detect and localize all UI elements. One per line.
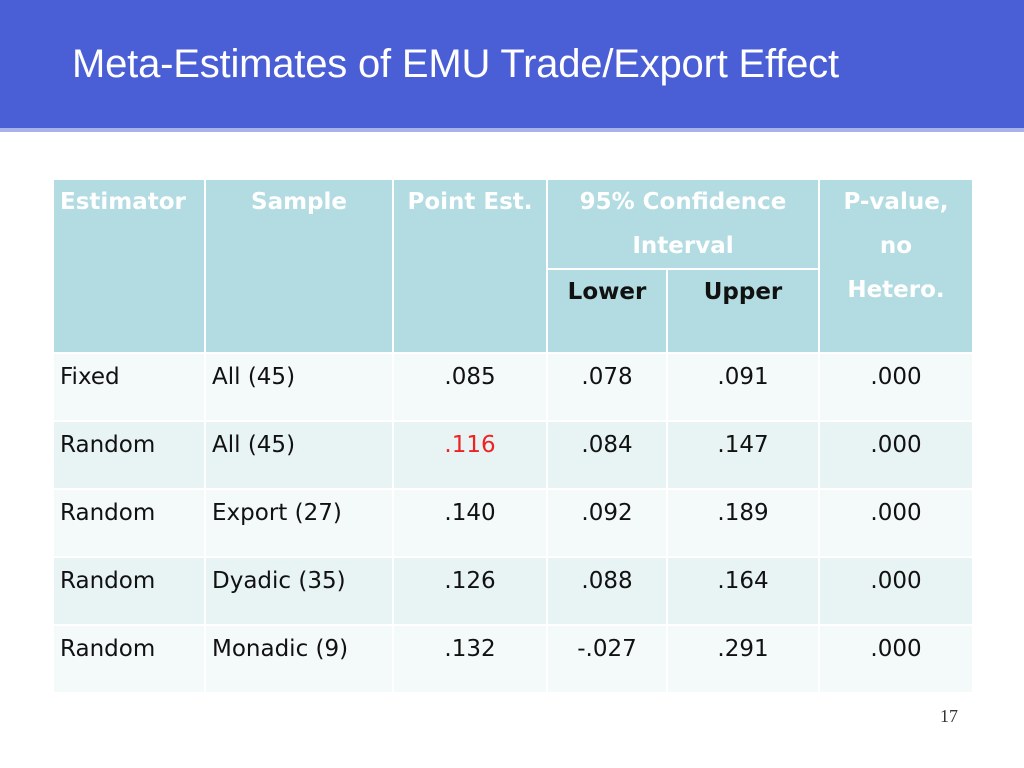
cell-estimator: Random <box>52 420 206 490</box>
cell-point-est: .132 <box>392 624 548 694</box>
header-upper: Upper <box>666 268 820 354</box>
table-row: Random Export (27) .140 .092 .189 .000 <box>52 488 974 558</box>
cell-sample: Dyadic (35) <box>204 556 394 626</box>
header-pvalue: P-value, no Hetero. <box>818 178 974 354</box>
cell-sample: Monadic (9) <box>204 624 394 694</box>
cell-point-est: .126 <box>392 556 548 626</box>
cell-pvalue: .000 <box>818 624 974 694</box>
header-estimator: Estimator <box>52 178 206 354</box>
cell-pvalue: .000 <box>818 488 974 558</box>
cell-lower: .092 <box>546 488 668 558</box>
cell-lower: .084 <box>546 420 668 490</box>
table-row: Random Dyadic (35) .126 .088 .164 .000 <box>52 556 974 626</box>
cell-point-est: .140 <box>392 488 548 558</box>
cell-lower: .088 <box>546 556 668 626</box>
cell-estimator: Fixed <box>52 352 206 422</box>
header-lower: Lower <box>546 268 668 354</box>
table-row: Random All (45) .116 .084 .147 .000 <box>52 420 974 490</box>
title-bar-shadow <box>0 128 1024 132</box>
header-ci-line2: Interval <box>632 233 734 259</box>
cell-pvalue: .000 <box>818 556 974 626</box>
header-ci-line1: 95% Confidence <box>579 189 787 215</box>
cell-sample: Export (27) <box>204 488 394 558</box>
cell-lower: -.027 <box>546 624 668 694</box>
meta-estimates-table: Estimator Sample Point Est. 95% Confiden… <box>52 178 974 694</box>
header-confidence-interval: 95% Confidence Interval <box>546 178 820 270</box>
cell-upper: .164 <box>666 556 820 626</box>
cell-estimator: Random <box>52 488 206 558</box>
title-bar <box>0 0 1024 128</box>
page-number: 17 <box>940 706 958 726</box>
cell-upper: .147 <box>666 420 820 490</box>
cell-upper: .291 <box>666 624 820 694</box>
cell-estimator: Random <box>52 556 206 626</box>
table-row: Fixed All (45) .085 .078 .091 .000 <box>52 352 974 422</box>
cell-upper: .091 <box>666 352 820 422</box>
header-pvalue-line1: P-value, <box>843 189 949 215</box>
header-sample: Sample <box>204 178 394 354</box>
cell-point-est-highlighted: .116 <box>392 420 548 490</box>
table-row: Random Monadic (9) .132 -.027 .291 .000 <box>52 624 974 694</box>
header-point-est: Point Est. <box>392 178 548 354</box>
cell-pvalue: .000 <box>818 420 974 490</box>
cell-sample: All (45) <box>204 352 394 422</box>
header-pvalue-line2: no <box>879 233 913 259</box>
cell-sample: All (45) <box>204 420 394 490</box>
cell-estimator: Random <box>52 624 206 694</box>
cell-pvalue: .000 <box>818 352 974 422</box>
header-pvalue-line3: Hetero. <box>847 277 945 303</box>
slide-title: Meta-Estimates of EMU Trade/Export Effec… <box>72 42 839 86</box>
cell-upper: .189 <box>666 488 820 558</box>
cell-lower: .078 <box>546 352 668 422</box>
cell-point-est: .085 <box>392 352 548 422</box>
